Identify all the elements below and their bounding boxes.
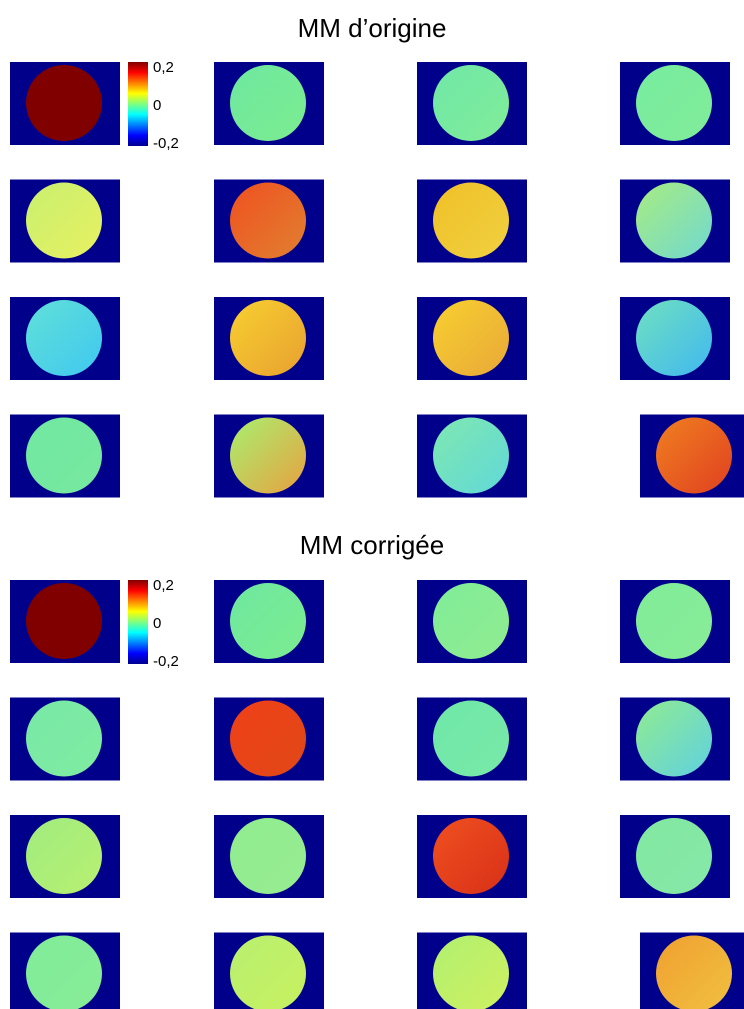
sample-disc	[230, 700, 306, 777]
colorbar-label: 0,2	[153, 577, 174, 594]
sample-disc	[636, 700, 712, 777]
sample-disc	[433, 417, 509, 494]
sample-disc	[636, 300, 712, 376]
sample-disc	[26, 935, 102, 1009]
sample-disc	[230, 583, 306, 659]
sample-disc	[433, 583, 509, 659]
sample-disc	[656, 417, 732, 494]
colorbar	[128, 62, 148, 146]
sample-disc	[26, 182, 102, 259]
sample-disc	[230, 182, 306, 259]
sample-disc	[656, 935, 732, 1009]
colorbar-label: 0,2	[153, 59, 174, 76]
sample-disc	[636, 65, 712, 141]
sample-disc	[26, 300, 102, 376]
sample-disc	[433, 818, 509, 894]
colorbar-label: 0	[153, 97, 161, 114]
sample-disc	[26, 818, 102, 894]
sample-disc	[433, 65, 509, 141]
sample-disc	[230, 935, 306, 1009]
sample-disc	[636, 818, 712, 894]
panel-title: MM d’origine	[298, 13, 447, 43]
sample-disc	[26, 417, 102, 494]
sample-disc	[230, 300, 306, 376]
sample-disc	[230, 65, 306, 141]
colorbar-label: 0	[153, 615, 161, 632]
colorbar-label: -0,2	[153, 135, 179, 152]
colorbar-label: -0,2	[153, 653, 179, 670]
colorbar	[128, 580, 148, 664]
panel-title: MM corrigée	[300, 530, 444, 560]
sample-disc	[636, 583, 712, 659]
sample-disc	[26, 700, 102, 777]
sample-disc	[26, 583, 102, 659]
sample-disc	[636, 182, 712, 259]
sample-disc	[230, 818, 306, 894]
sample-disc	[433, 300, 509, 376]
sample-disc	[26, 65, 102, 141]
sample-disc	[433, 935, 509, 1009]
sample-disc	[433, 182, 509, 259]
sample-disc	[230, 417, 306, 494]
sample-disc	[433, 700, 509, 777]
